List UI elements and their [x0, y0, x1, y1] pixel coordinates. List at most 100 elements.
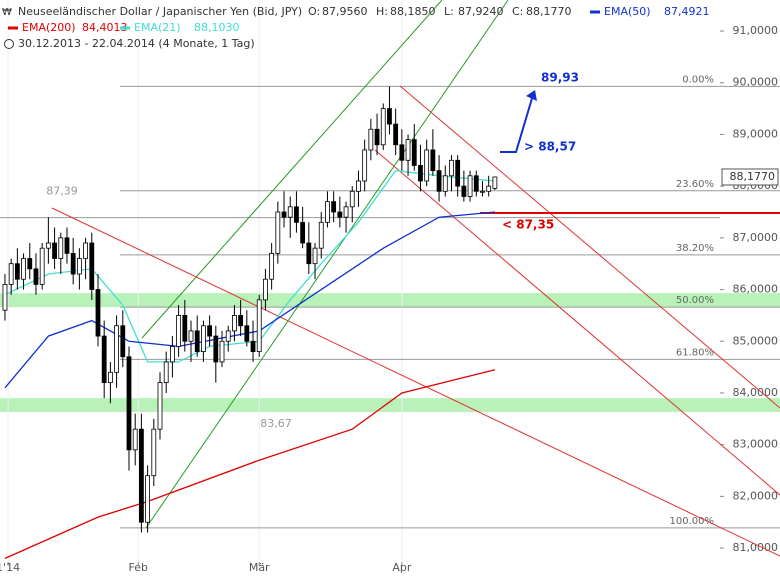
annotation: > 88,57: [524, 140, 576, 154]
x-tick-label: 1'14: [0, 561, 20, 574]
candle-body: [95, 289, 101, 337]
candle-body: [244, 325, 250, 342]
candle-body: [27, 258, 33, 270]
candle-body: [393, 123, 399, 146]
candle-body: [455, 159, 461, 187]
candle-body: [33, 268, 39, 285]
candle-body: [424, 149, 430, 182]
candle-body: [64, 237, 70, 254]
ohlc-value: 88,1850: [390, 5, 436, 18]
level-label: 87,39: [46, 185, 78, 198]
y-tick-label: 90,0000: [733, 76, 779, 89]
candle-body: [325, 201, 330, 223]
legend-name: EMA(200): [22, 21, 76, 34]
y-tick-label: 81,0000: [733, 541, 779, 554]
candle-body: [207, 325, 213, 337]
candle-body: [281, 211, 287, 218]
candle-body: [411, 139, 417, 166]
clock-icon: [4, 39, 14, 49]
y-tick-label: 85,0000: [733, 334, 779, 347]
fib-label: 23.60%: [676, 179, 714, 190]
candle-body: [399, 144, 405, 161]
trend-line: [145, 0, 509, 529]
candle-body: [225, 330, 231, 342]
subtitle: 30.12.2013 - 22.04.2014 (4 Monate, 1 Tag…: [18, 37, 255, 50]
candle-body: [380, 108, 386, 146]
legend-name: EMA(21): [134, 21, 181, 34]
candle-body: [269, 252, 275, 280]
x-tick-label: Mär: [249, 561, 270, 574]
candle-body: [107, 371, 113, 384]
ohlc-value: 88,1770: [526, 5, 572, 18]
candle-body: [486, 185, 492, 192]
trend-line: [374, 149, 780, 496]
candle-body: [294, 206, 299, 223]
candle-body: [449, 159, 454, 177]
ema-line: [4, 369, 496, 559]
candle-body: [436, 170, 442, 192]
x-tick-label: Feb: [129, 561, 148, 574]
legend-value: 88,1030: [194, 21, 240, 34]
candle-body: [39, 247, 45, 285]
candle-body: [306, 242, 312, 265]
candle-body: [114, 325, 119, 373]
level-label: 83,67: [260, 417, 292, 430]
price-box: [721, 168, 779, 186]
candle-body: [2, 283, 8, 311]
y-tick-label: 84,0000: [733, 386, 779, 399]
candle-body: [238, 315, 244, 327]
candle-body: [163, 361, 169, 384]
candle-body: [120, 325, 126, 358]
ohlc-key: L:: [444, 5, 454, 18]
candle-body: [76, 258, 82, 275]
candle-body: [145, 475, 150, 523]
candle-body: [374, 128, 380, 146]
legend-value: 84,4013: [82, 21, 128, 34]
candle-body: [300, 221, 306, 244]
zone: [0, 398, 780, 413]
ohlc-key: H:: [376, 5, 388, 18]
candle-body: [430, 149, 436, 172]
y-tick-label: 86,0000: [733, 283, 779, 296]
legend-value: 87,4921: [664, 5, 710, 18]
candle-body: [182, 315, 188, 342]
chart-title: Neuseeländischer Dollar / Japanischer Ye…: [18, 5, 302, 18]
arrow: [500, 94, 534, 153]
candle-body: [387, 108, 392, 125]
candle-body: [45, 242, 51, 249]
candle-body: [492, 176, 498, 189]
candle-body: [126, 356, 132, 451]
candle-body: [418, 165, 423, 182]
candle-body: [467, 175, 473, 197]
candle-body: [58, 237, 64, 259]
trend-line: [51, 207, 780, 557]
candle-body: [473, 175, 479, 192]
candle-body: [101, 335, 107, 384]
fib-label: 61.80%: [676, 347, 714, 358]
arrow-head: [526, 90, 537, 101]
price-label: 88,1770: [730, 170, 776, 183]
fib-label: 100.00%: [670, 516, 715, 527]
candle-body: [89, 242, 95, 290]
candle-body: [70, 252, 76, 275]
candle-body: [287, 206, 293, 218]
y-tick-label: 91,0000: [733, 24, 779, 37]
candle-body: [83, 242, 88, 259]
candle-body: [263, 278, 268, 301]
annotation: 89,93: [541, 71, 579, 85]
candle-body: [461, 185, 467, 197]
ohlc-key: C:: [512, 5, 523, 18]
candle-body: [480, 190, 485, 193]
candle-body: [21, 258, 26, 280]
fib-label: 0.00%: [682, 74, 714, 85]
candle-body: [157, 382, 163, 430]
trend-line: [399, 85, 780, 409]
legend-name: EMA(50): [604, 5, 651, 18]
candle-body: [256, 299, 262, 352]
trend-lines: [51, 0, 780, 557]
y-tick-label: 89,0000: [733, 127, 779, 140]
zone: [0, 293, 780, 308]
candle-body: [14, 263, 20, 280]
